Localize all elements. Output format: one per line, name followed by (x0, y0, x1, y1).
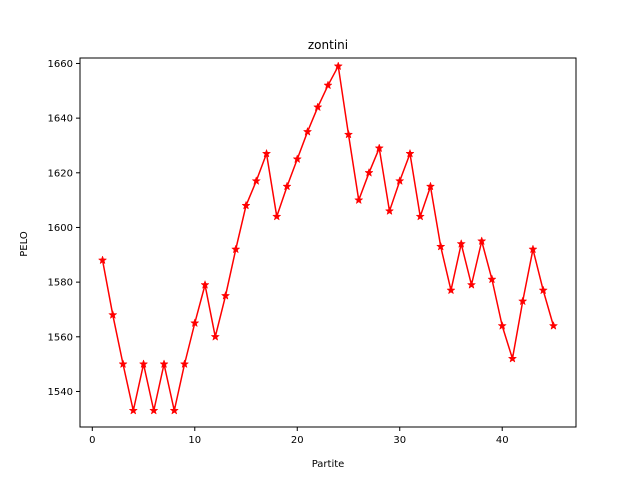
data-point (384, 206, 395, 216)
x-tick-label: 30 (393, 435, 406, 446)
data-point (436, 241, 446, 251)
x-axis-label: Partite (312, 459, 345, 470)
data-point (364, 167, 374, 177)
data-point (343, 129, 354, 139)
data-point (261, 148, 272, 158)
data-point (128, 405, 138, 415)
data-point (97, 255, 108, 265)
y-tick-label: 1580 (48, 278, 73, 289)
data-point (518, 296, 528, 306)
data-point (108, 310, 118, 319)
data-point (149, 405, 159, 415)
y-tick-label: 1660 (48, 59, 73, 70)
data-point (118, 359, 128, 369)
data-point (251, 176, 261, 185)
data-point (333, 61, 343, 71)
plot-area (97, 61, 559, 415)
data-point (507, 353, 518, 363)
data-point (477, 236, 487, 246)
data-point (497, 320, 507, 330)
data-point (354, 195, 364, 205)
data-point (272, 211, 282, 221)
y-tick-label: 1640 (48, 114, 73, 125)
data-point (292, 154, 302, 164)
x-axis: 0 10 20 30 40 (89, 427, 509, 446)
x-tick-label: 40 (496, 435, 509, 446)
data-point (446, 285, 456, 295)
x-tick-label: 10 (188, 435, 201, 446)
data-point (190, 318, 200, 328)
data-point (456, 238, 466, 248)
data-point (159, 359, 169, 369)
y-tick-label: 1600 (48, 223, 73, 234)
data-point (487, 274, 497, 284)
data-point (200, 279, 210, 289)
data-point (169, 405, 179, 415)
x-tick-label: 0 (89, 435, 95, 446)
x-tick-label: 20 (291, 435, 304, 446)
data-point (528, 244, 538, 254)
data-point (395, 176, 405, 185)
data-point (323, 80, 333, 90)
y-tick-label: 1620 (48, 168, 73, 179)
y-tick-label: 1540 (48, 387, 73, 398)
data-point (282, 181, 292, 191)
data-point (231, 244, 241, 254)
data-point (241, 200, 251, 210)
y-axis: 1540 1560 1580 1600 1620 1640 1660 (48, 59, 80, 398)
data-point (374, 143, 384, 153)
data-point (538, 285, 548, 295)
data-point (425, 181, 436, 191)
chart-title: zontini (308, 38, 348, 52)
plot-frame (79, 57, 577, 428)
data-point (179, 359, 190, 369)
data-point (405, 148, 415, 158)
data-point (220, 290, 231, 300)
y-axis-label: PELO (19, 231, 30, 257)
data-point (415, 211, 425, 221)
data-point (548, 320, 559, 330)
data-point (313, 102, 323, 112)
data-point (210, 331, 220, 341)
y-tick-label: 1560 (48, 332, 73, 343)
data-point (138, 359, 149, 369)
data-point (466, 279, 477, 289)
data-point (302, 126, 313, 136)
